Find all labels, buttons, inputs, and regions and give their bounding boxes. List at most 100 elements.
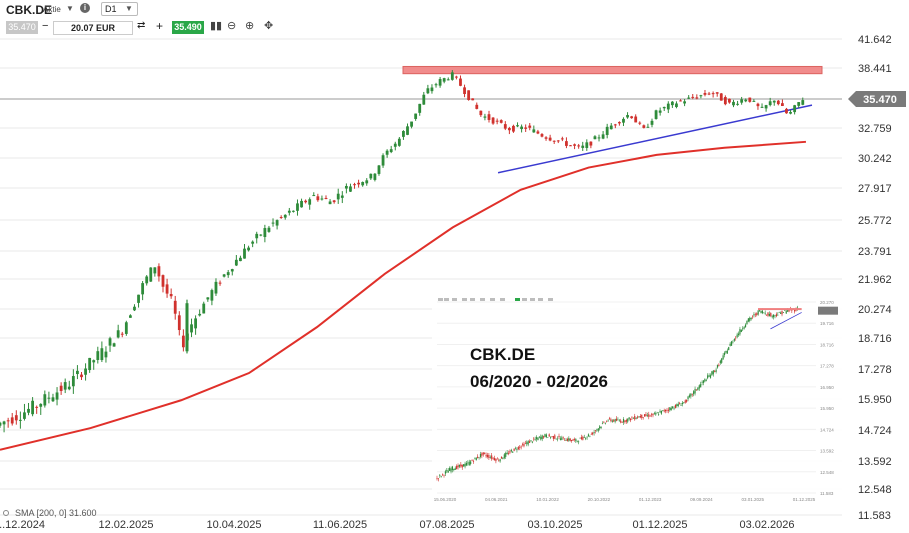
inset-candle-body <box>714 371 716 372</box>
decrease-quantity-button[interactable]: − <box>42 20 49 32</box>
candle-body <box>503 124 507 129</box>
candle-body <box>528 125 532 128</box>
chevron-down-icon[interactable]: ▼ <box>66 4 74 13</box>
candle-body <box>683 101 686 104</box>
crosshair-icon[interactable]: ✥ <box>264 20 274 32</box>
inset-candle-body <box>479 453 482 458</box>
inset-candle-body <box>778 312 780 313</box>
candle-body <box>789 112 792 114</box>
inset-candle-body <box>470 461 472 465</box>
x-tick-label: 01.12.2025 <box>632 519 687 531</box>
candle-body <box>393 143 397 147</box>
y-tick-label: 12.548 <box>858 484 892 496</box>
inset-candle-body <box>643 414 646 417</box>
inset-candle-body <box>728 347 730 351</box>
candle-body <box>475 104 479 109</box>
inset-candle-body <box>495 458 497 462</box>
inset-candle-body <box>754 314 756 316</box>
candle-body <box>304 200 308 203</box>
candle-body <box>593 136 597 140</box>
inset-candle-body <box>632 418 634 419</box>
inset-y-tick-label: 19.716 <box>820 321 834 326</box>
info-icon[interactable]: i <box>80 3 90 13</box>
buy-price-button[interactable]: 35.490 <box>172 21 204 34</box>
sell-price-button[interactable]: 35.470 <box>6 21 38 34</box>
candle-body <box>442 78 446 82</box>
inset-candle-body <box>478 457 480 458</box>
inset-candle-body <box>618 420 620 422</box>
candle-body <box>92 360 96 363</box>
swap-icon[interactable]: ⇄ <box>137 20 146 31</box>
candle-body <box>100 348 104 361</box>
inset-candle-body <box>489 457 491 459</box>
candle-body <box>634 116 638 123</box>
chevron-down-icon[interactable]: ▼ <box>125 4 133 13</box>
inset-candle-body <box>524 443 526 444</box>
candle-body <box>760 106 764 108</box>
y-tick-label: 11.583 <box>858 510 891 522</box>
candle-body <box>499 120 503 123</box>
increase-quantity-button[interactable]: + <box>156 19 164 33</box>
candle-body <box>0 422 2 426</box>
candle-body <box>630 116 634 119</box>
candle-body <box>361 182 365 186</box>
inset-toolbar-mark <box>522 298 527 301</box>
inset-candle-body <box>791 310 793 311</box>
inset-candle-body <box>732 341 734 343</box>
y-tick-label: 14.724 <box>858 425 892 437</box>
inset-candle-body <box>621 422 623 423</box>
quantity-input[interactable]: 20.07 EUR <box>53 21 133 35</box>
inset-candle-body <box>550 437 552 438</box>
inset-x-tick-label: 10.01.2022 <box>536 497 559 502</box>
candle-body <box>80 374 83 378</box>
inset-candle-body <box>733 338 735 341</box>
inset-price-tag <box>818 306 838 315</box>
inset-candle-body <box>723 352 726 355</box>
candle-body <box>292 210 295 212</box>
inset-candle-body <box>679 403 681 405</box>
candle-body <box>218 282 222 284</box>
candle-body <box>569 145 572 147</box>
inset-candle-body <box>533 438 535 440</box>
inset-candle-body <box>530 440 532 441</box>
candle-body <box>422 94 426 105</box>
inset-candle-body <box>580 437 583 440</box>
inset-candle-body <box>463 464 465 467</box>
inset-candle-body <box>629 418 632 421</box>
candle-body <box>275 220 279 226</box>
inset-candle-body <box>690 393 692 397</box>
inset-candle-body <box>747 318 749 322</box>
inset-y-tick-label: 12.548 <box>820 470 834 475</box>
candle-body <box>520 126 523 130</box>
inset-candle-body <box>751 316 754 318</box>
inset-candle-body <box>542 436 545 438</box>
candle-body <box>161 275 165 287</box>
inset-candle-body <box>562 436 564 438</box>
inset-candle-body <box>657 414 660 415</box>
candle-body <box>320 198 324 200</box>
candle-body <box>234 259 238 266</box>
candle-body <box>728 98 731 103</box>
zoom-in-icon[interactable]: ⊕ <box>245 20 255 32</box>
candle-body <box>438 79 442 86</box>
inset-candle-body <box>650 414 653 416</box>
timeframe-select[interactable]: D1 <box>101 2 138 16</box>
inset-candle-body <box>749 317 751 321</box>
candles-icon[interactable]: ▮▮ <box>210 20 223 32</box>
candle-body <box>247 247 250 251</box>
inset-y-tick-label: 18.716 <box>820 342 834 347</box>
zoom-out-icon[interactable]: ⊖ <box>227 20 237 32</box>
symbol-label[interactable]: CBK.DE <box>6 3 53 17</box>
inset-candle-body <box>512 451 514 453</box>
inset-candle-body <box>475 457 477 461</box>
inset-candle-body <box>624 420 626 423</box>
candle-body <box>736 103 739 105</box>
candle-body <box>748 97 752 102</box>
candle-body <box>797 102 801 106</box>
candle-body <box>512 125 515 132</box>
candle-body <box>597 137 601 139</box>
inset-toolbar-mark <box>548 298 553 301</box>
candle-body <box>768 101 772 106</box>
inset-candle-body <box>709 375 712 378</box>
